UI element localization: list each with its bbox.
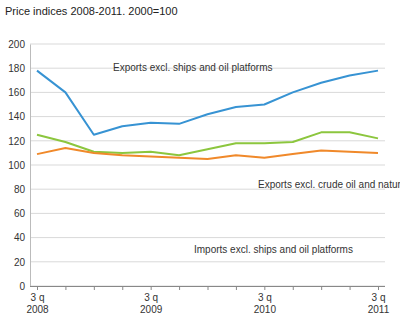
y-tick-label: 120 — [8, 136, 25, 147]
grid-line — [30, 92, 385, 93]
grid — [30, 44, 385, 286]
series-label: Exports excl. crude oil and natural gas — [258, 179, 400, 190]
x-tick-mark — [350, 286, 351, 290]
series-label: Exports excl. ships and oil platforms — [113, 62, 273, 73]
series-line — [37, 71, 378, 135]
x-tick-mark — [179, 286, 180, 290]
x-tick — [208, 286, 209, 290]
y-tick: 80 — [14, 184, 30, 195]
y-tick: 20 — [14, 257, 30, 268]
x-tick — [179, 286, 180, 290]
x-tick-mark — [65, 286, 66, 290]
x-tick-mark — [122, 286, 123, 290]
x-tick — [321, 286, 322, 290]
series-label: Imports excl. ships and oil platforms — [194, 244, 353, 255]
grid-line — [30, 116, 385, 117]
x-tick-mark — [94, 286, 95, 290]
chart: Price indices 2008-2011. 2000=100 0 20 40 60… — [0, 0, 400, 320]
y-tick: 200 — [8, 39, 30, 50]
y-tick: 180 — [8, 63, 30, 74]
x-tick — [122, 286, 123, 290]
x-tick — [94, 286, 95, 290]
x-tick: 3 q2011 — [368, 286, 390, 315]
grid-line — [30, 44, 385, 45]
grid-line — [30, 140, 385, 141]
y-axis: 0 20 40 60 80 100 120 140 160 180 200 — [8, 39, 30, 292]
y-tick-label: 200 — [8, 39, 25, 50]
x-tick — [236, 286, 237, 290]
y-axis-line — [30, 45, 31, 287]
y-tick-label: 40 — [14, 232, 26, 243]
x-tick — [350, 286, 351, 290]
y-tick-label: 0 — [19, 281, 25, 292]
y-tick: 160 — [8, 87, 30, 98]
x-tick-mark — [378, 286, 379, 290]
x-tick — [293, 286, 294, 290]
y-tick: 40 — [14, 232, 30, 243]
x-tick: 3 q2009 — [140, 286, 163, 315]
grid-line — [30, 237, 385, 238]
grid-line — [30, 261, 385, 262]
x-tick-label: 3 q2011 — [368, 292, 390, 315]
x-tick-mark — [37, 286, 38, 290]
y-tick: 100 — [8, 160, 30, 171]
lines — [37, 71, 378, 159]
x-tick-mark — [208, 286, 209, 290]
y-tick-label: 180 — [8, 63, 25, 74]
x-tick-label: 3 q2009 — [140, 292, 163, 315]
series-line — [37, 148, 378, 159]
x-tick-mark — [236, 286, 237, 290]
x-tick-mark — [321, 286, 322, 290]
x-tick: 3 q2008 — [26, 286, 49, 315]
y-tick-label: 80 — [14, 184, 26, 195]
title: Price indices 2008-2011. 2000=100 — [5, 5, 178, 17]
x-tick — [65, 286, 66, 290]
x-axis: 3 q2008 3 q2009 3 q2010 3 q2011 — [26, 286, 389, 315]
x-tick: 3 q2010 — [254, 286, 277, 315]
y-tick: 120 — [8, 136, 30, 147]
grid-line — [30, 165, 385, 166]
y-tick-label: 60 — [14, 208, 26, 219]
y-tick-label: 160 — [8, 87, 25, 98]
x-tick-label: 3 q2010 — [254, 292, 277, 315]
y-tick-label: 100 — [8, 160, 25, 171]
y-tick-label: 140 — [8, 111, 25, 122]
x-tick-label: 3 q2008 — [26, 292, 49, 315]
y-tick: 140 — [8, 111, 30, 122]
x-tick-mark — [264, 286, 265, 290]
x-tick-mark — [151, 286, 152, 290]
y-tick: 0 — [19, 281, 30, 292]
grid-line — [30, 213, 385, 214]
y-tick-label: 20 — [14, 257, 26, 268]
x-tick-mark — [293, 286, 294, 290]
y-tick: 60 — [14, 208, 30, 219]
